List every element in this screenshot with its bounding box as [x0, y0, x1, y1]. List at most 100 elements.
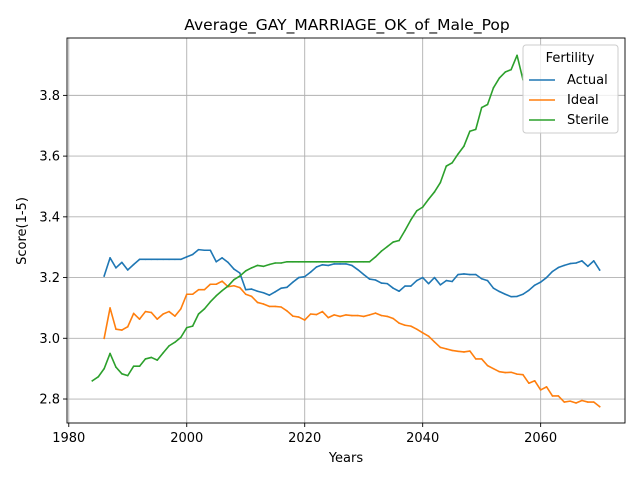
data-point-sterile	[386, 245, 389, 248]
y-axis-label: Score(1-5)	[15, 197, 30, 265]
data-point-actual	[480, 277, 483, 280]
data-point-actual	[598, 269, 601, 271]
data-point-actual	[504, 293, 507, 296]
data-point-ideal	[339, 315, 341, 318]
data-point-sterile	[280, 262, 282, 264]
data-point-sterile	[357, 260, 359, 263]
data-point-sterile	[144, 358, 147, 360]
data-point-actual	[115, 267, 117, 269]
data-point-actual	[392, 287, 394, 289]
data-point-sterile	[191, 325, 194, 327]
data-point-ideal	[144, 310, 147, 313]
data-point-actual	[309, 271, 312, 273]
data-point-ideal	[303, 319, 306, 321]
data-point-actual	[587, 265, 589, 268]
data-point-sterile	[339, 260, 341, 263]
data-point-ideal	[368, 314, 371, 316]
data-point-actual	[581, 260, 583, 262]
data-point-sterile	[244, 270, 247, 272]
x-tick-label: 2000	[170, 431, 203, 446]
data-point-actual	[463, 273, 465, 275]
data-point-sterile	[250, 267, 253, 269]
data-point-sterile	[327, 260, 330, 263]
data-point-actual	[150, 258, 153, 261]
legend-box	[522, 44, 619, 134]
data-point-sterile	[256, 264, 259, 267]
data-point-actual	[510, 295, 512, 298]
data-point-ideal	[233, 284, 235, 287]
data-point-actual	[327, 264, 330, 267]
data-point-sterile	[486, 103, 489, 106]
data-point-ideal	[410, 325, 412, 327]
legend-label-sterile: Sterile	[567, 113, 609, 128]
data-point-sterile	[362, 260, 365, 263]
data-point-ideal	[533, 380, 536, 382]
data-point-ideal	[469, 350, 471, 352]
data-point-ideal	[286, 310, 288, 312]
data-point-actual	[239, 272, 241, 274]
data-point-sterile	[185, 326, 188, 329]
data-point-actual	[315, 266, 318, 268]
data-point-ideal	[539, 389, 542, 391]
x-tick-label: 2020	[288, 431, 321, 446]
data-point-actual	[215, 260, 218, 263]
series-line-sterile	[91, 54, 524, 382]
data-point-ideal	[262, 303, 265, 305]
data-point-ideal	[557, 395, 560, 397]
data-point-actual	[144, 258, 147, 261]
x-tick-label: 2060	[524, 431, 557, 446]
data-point-ideal	[433, 341, 436, 343]
data-point-ideal	[480, 358, 483, 360]
data-point-sterile	[380, 250, 383, 252]
data-point-actual	[474, 273, 477, 276]
data-point-sterile	[103, 367, 105, 370]
data-point-ideal	[209, 283, 212, 286]
data-point-actual	[298, 276, 300, 279]
data-point-ideal	[109, 307, 111, 309]
data-point-actual	[362, 273, 365, 276]
data-point-ideal	[345, 314, 347, 316]
data-point-sterile	[427, 198, 430, 201]
data-point-ideal	[292, 315, 294, 317]
data-point-ideal	[457, 350, 459, 353]
data-point-ideal	[504, 371, 507, 374]
data-point-sterile	[162, 352, 164, 354]
data-point-ideal	[126, 325, 129, 328]
data-point-sterile	[156, 359, 159, 361]
data-point-actual	[197, 248, 200, 251]
data-point-ideal	[150, 311, 153, 314]
data-point-sterile	[504, 71, 507, 73]
data-point-sterile	[463, 145, 465, 147]
data-point-actual	[498, 290, 501, 293]
data-point-ideal	[327, 316, 330, 319]
data-point-actual	[469, 273, 471, 276]
data-point-sterile	[262, 265, 265, 268]
data-point-sterile	[404, 229, 406, 232]
y-tick-label: 3.2	[39, 271, 60, 286]
data-point-ideal	[545, 386, 548, 388]
data-point-sterile	[315, 260, 318, 263]
data-point-sterile	[516, 54, 518, 57]
data-point-sterile	[91, 380, 94, 382]
data-point-actual	[250, 288, 253, 290]
data-point-actual	[386, 282, 389, 285]
series-lines	[91, 54, 601, 408]
data-point-ideal	[351, 314, 353, 317]
data-point-ideal	[197, 288, 200, 291]
legend-title: Fertility	[546, 51, 595, 66]
data-point-sterile	[457, 153, 459, 155]
data-point-sterile	[215, 294, 218, 297]
data-point-ideal	[528, 382, 530, 385]
data-point-ideal	[256, 301, 259, 304]
data-point-actual	[421, 276, 424, 279]
data-point-ideal	[321, 310, 324, 313]
data-point-sterile	[121, 373, 123, 375]
data-point-actual	[262, 291, 265, 294]
data-point-sterile	[174, 341, 176, 344]
data-point-sterile	[221, 289, 223, 292]
data-point-actual	[516, 295, 518, 298]
data-point-ideal	[103, 337, 105, 340]
data-point-ideal	[168, 310, 170, 313]
data-point-actual	[528, 289, 530, 292]
y-tick-label: 3.8	[39, 89, 60, 104]
